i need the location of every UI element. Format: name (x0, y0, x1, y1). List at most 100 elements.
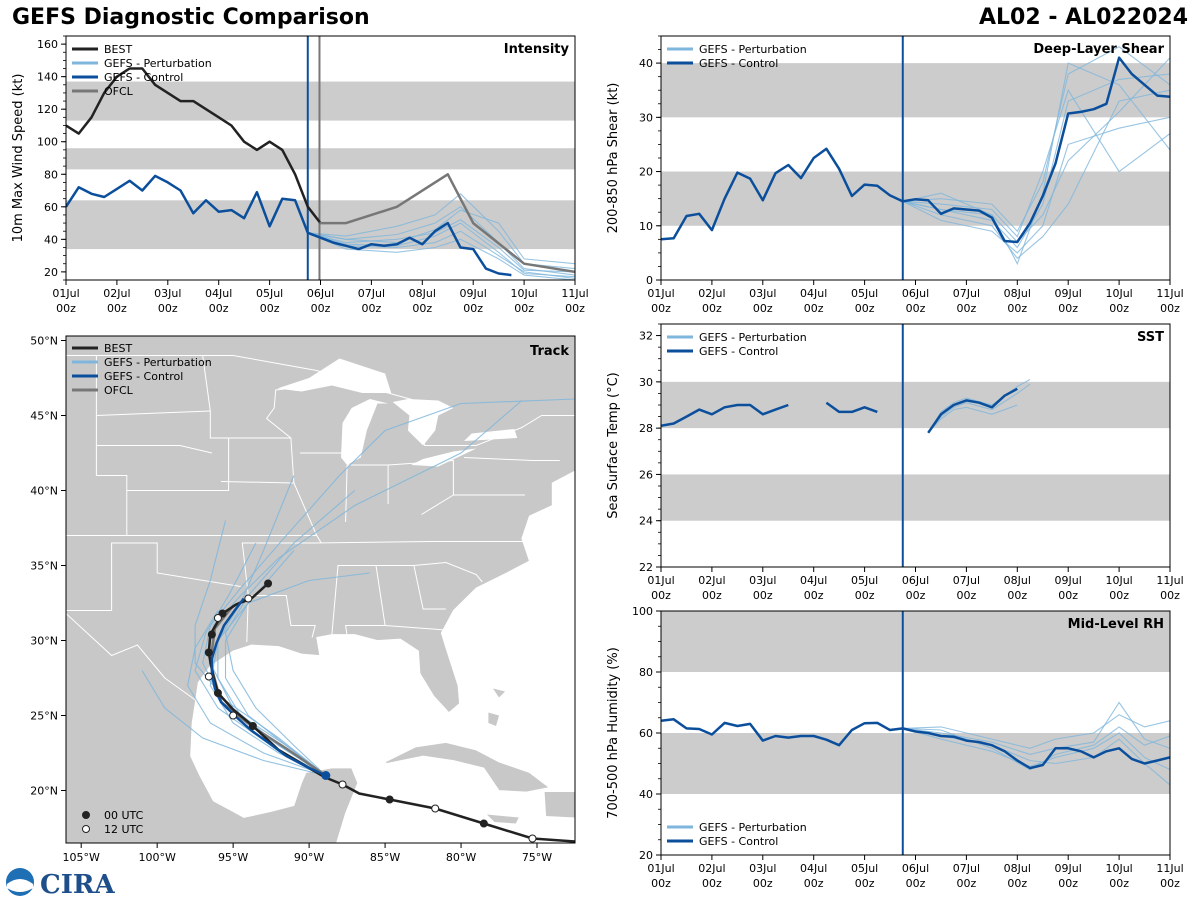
panel-title: Track (530, 344, 569, 359)
climatology-band (66, 200, 575, 250)
y-tick-label: 60 (639, 727, 653, 740)
x-tick-label: 00z (514, 302, 534, 315)
ensemble-member-line (902, 116, 1170, 254)
political-border (345, 464, 348, 523)
x-tick-label: 07Jul (953, 862, 980, 875)
ensemble-track (217, 475, 327, 776)
track-marker-00utc (213, 689, 222, 697)
series-line (661, 56, 1170, 244)
x-tick-label: 01Jul (52, 287, 79, 300)
x-tick-label: 00z (463, 302, 483, 315)
panel-shear: 0 10 20 30 40 01Jul 00z 02Jul 00z 03Jul 00z 04Jul 00… (606, 35, 1184, 315)
ensemble-member-line (927, 404, 1018, 434)
track-marker-12utc (244, 594, 253, 603)
x-tick-label: 00z (855, 877, 875, 890)
panel-rh: 20 40 60 80 100 01Jul 00z 02Jul 00z 03Jul 00z 04Jul… (606, 605, 1184, 890)
legend-label: GEFS - Control (699, 57, 778, 70)
x-tick-label: 00z (158, 302, 178, 315)
legend-label: GEFS - Control (104, 370, 183, 383)
x-tick-label: 00z (1109, 302, 1129, 315)
y-tick-label: 80 (639, 666, 653, 679)
legend-label: BEST (104, 342, 132, 355)
panel-sst: 22 24 26 28 30 32 01Jul 00z 02Jul 00z 03Jul 00z 04Ju… (606, 323, 1184, 602)
y-tick-label: 120 (37, 103, 58, 116)
land-bahamas (493, 688, 506, 698)
x-tick-label: 00z (1109, 589, 1129, 602)
y-tick-label: 22 (639, 561, 653, 574)
x-tick-label: 09Jul (1055, 862, 1082, 875)
series-line (66, 67, 322, 224)
legend-label: OFCL (104, 384, 134, 397)
x-tick-label: 05Jul (851, 287, 878, 300)
lat-tick-label: 35°N (30, 560, 58, 573)
ensemble-track (187, 610, 326, 777)
ensemble-member-line (307, 193, 575, 270)
x-tick-label: 08Jul (1004, 574, 1031, 587)
y-tick-label: 100 (632, 605, 653, 618)
plot-frame (660, 323, 1171, 568)
political-border (233, 355, 575, 446)
x-tick-label: 00z (1058, 589, 1078, 602)
x-tick-label: 02Jul (698, 574, 725, 587)
political-border (413, 565, 446, 610)
x-tick-label: 05Jul (851, 574, 878, 587)
track-marker-12utc (204, 672, 213, 681)
x-tick-label: 03Jul (749, 287, 776, 300)
x-tick-label: 04Jul (205, 287, 232, 300)
x-tick-label: 00z (107, 302, 127, 315)
cira-logo: CIRA (6, 868, 115, 900)
legend-label: GEFS - Perturbation (699, 331, 807, 344)
legend-label: BEST (104, 43, 132, 56)
great-lake (464, 429, 518, 441)
ensemble-member-line (307, 230, 575, 279)
ensemble-member-line (307, 206, 575, 276)
x-tick-label: 00z (1007, 877, 1027, 890)
x-tick-label: 00z (1058, 877, 1078, 890)
x-tick-label: 00z (804, 877, 824, 890)
political-border (66, 535, 322, 544)
great-lake (341, 399, 389, 465)
plot-area (661, 36, 1170, 280)
x-tick-label: 08Jul (409, 287, 436, 300)
ensemble-track (141, 670, 326, 777)
x-tick-label: 00z (651, 302, 671, 315)
x-tick-label: 00z (906, 877, 926, 890)
land-jamaica (486, 814, 519, 824)
climatology-band (66, 148, 575, 170)
y-tick-label: 0 (646, 274, 653, 287)
political-border (347, 459, 525, 496)
climatology-band (661, 63, 1170, 118)
track-marker-12utc (431, 804, 440, 813)
track-marker-00utc (248, 722, 257, 730)
lat-tick-label: 45°N (30, 410, 58, 423)
ensemble-track (209, 572, 370, 776)
x-tick-label: 00z (412, 302, 432, 315)
track-marker-00utc (385, 795, 394, 804)
panel-title: Mid-Level RH (1068, 617, 1164, 632)
control-start-marker (321, 771, 331, 780)
x-tick-label: 11Jul (1156, 862, 1183, 875)
x-tick-label: 11Jul (1156, 287, 1183, 300)
ensemble-track (224, 550, 327, 776)
x-tick-label: 08Jul (1004, 862, 1031, 875)
panel-title: Intensity (504, 42, 570, 57)
political-border (66, 613, 199, 703)
legend-label: GEFS - Perturbation (699, 821, 807, 834)
ensemble-track (194, 520, 327, 776)
series-line (927, 387, 1018, 434)
climatology-band (661, 474, 1170, 521)
y-axis-label: 200-850 hPa Shear (kt) (606, 83, 621, 234)
x-tick-label: 00z (855, 589, 875, 602)
legend-label: GEFS - Perturbation (104, 57, 212, 70)
legend-label: GEFS - Control (104, 71, 183, 84)
x-tick-label: 00z (906, 302, 926, 315)
series-line (661, 718, 1170, 770)
x-tick-label: 06Jul (902, 287, 929, 300)
x-tick-label: 09Jul (460, 287, 487, 300)
figure-title: GEFS Diagnostic Comparison (12, 5, 370, 30)
x-tick-label: 00z (957, 877, 977, 890)
political-border (96, 410, 211, 416)
x-tick-label: 11Jul (1156, 574, 1183, 587)
x-tick-label: 03Jul (154, 287, 181, 300)
